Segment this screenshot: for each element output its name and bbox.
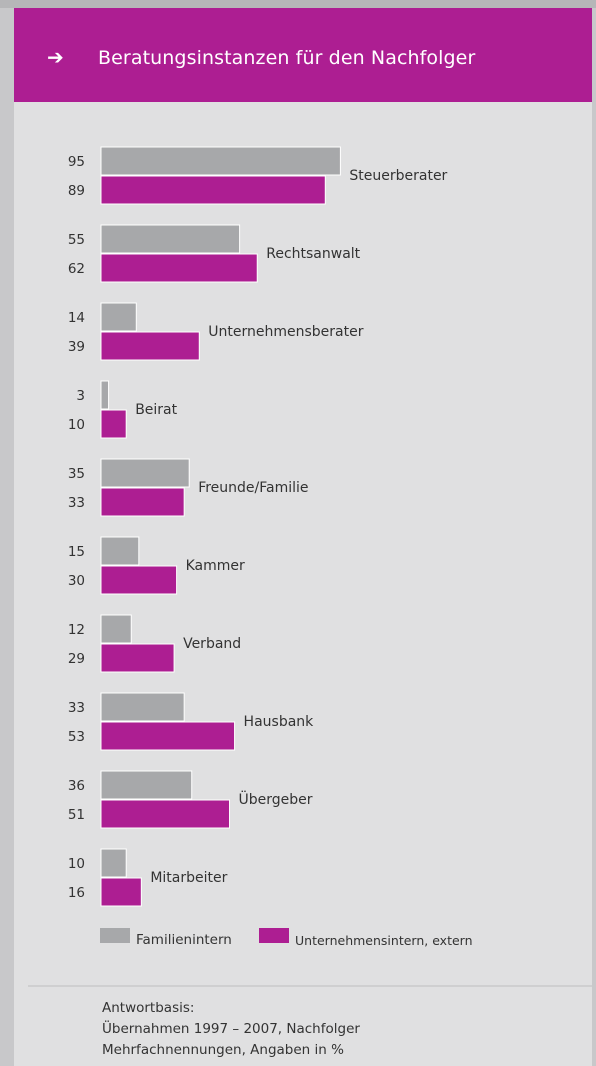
chart-header: ➔ Beratungsinstanzen für den Nachfolger [14, 8, 592, 102]
bar-group: 3 10 Beirat [68, 380, 178, 439]
bar-extern [100, 487, 185, 517]
bar-group: 12 29 Verband [68, 614, 241, 673]
bar-familienintern [100, 146, 341, 176]
bar-group: 15 30 Kammer [68, 536, 245, 595]
bar-extern [100, 721, 236, 751]
category-label: Kammer [186, 558, 245, 574]
value-label: 55 [68, 232, 85, 248]
chart-panel: ➔ Beratungsinstanzen für den Nachfolger … [14, 8, 592, 1066]
value-label: 35 [68, 466, 85, 482]
value-label: 16 [68, 885, 85, 901]
bar-group: 95 89 Steuerberater [68, 146, 448, 205]
bar-familienintern [100, 848, 127, 878]
value-label: 10 [68, 417, 85, 433]
bar-extern [100, 175, 326, 205]
bar-chart: 95 89 Steuerberater 55 62 Rechtsanwalt 14 39 Unt… [68, 146, 448, 907]
divider [28, 985, 592, 987]
value-label: 62 [68, 261, 85, 277]
value-label: 14 [68, 310, 85, 326]
bar-familienintern [100, 614, 132, 644]
value-label: 3 [76, 388, 85, 404]
value-label: 15 [68, 544, 85, 560]
bar-extern [100, 253, 258, 283]
value-label: 30 [68, 573, 85, 589]
bar-group: 35 33 Freunde/Familie [68, 458, 309, 517]
value-label: 89 [68, 183, 85, 199]
bar-extern [100, 877, 142, 907]
footnote-line-1: Antwortbasis: [102, 1000, 195, 1016]
category-label: Beirat [135, 402, 177, 418]
category-label: Rechtsanwalt [266, 246, 360, 262]
category-label: Verband [183, 636, 241, 652]
category-label: Steuerberater [349, 168, 447, 184]
bar-group: 14 39 Unternehmensberater [68, 302, 364, 361]
value-label: 51 [68, 807, 85, 823]
bar-familienintern [100, 380, 110, 410]
value-label: 39 [68, 339, 85, 355]
value-label: 53 [68, 729, 85, 745]
category-label: Freunde/Familie [198, 480, 308, 496]
category-label: Übergeber [239, 790, 313, 808]
bar-extern [100, 799, 231, 829]
bar-extern [100, 643, 175, 673]
chart-title: Beratungsinstanzen für den Nachfolger [98, 47, 476, 69]
bar-familienintern [100, 458, 190, 488]
footnote: Antwortbasis: Übernahmen 1997 – 2007, Na… [102, 998, 572, 1061]
bar-familienintern [100, 770, 193, 800]
bar-familienintern [100, 692, 185, 722]
legend-label-familienintern: Familienintern [136, 932, 232, 948]
value-label: 29 [68, 651, 85, 667]
value-label: 33 [68, 700, 85, 716]
bar-extern [100, 565, 178, 595]
bar-extern [100, 409, 127, 439]
legend-label-extern: Unternehmensintern, extern [295, 933, 473, 948]
bar-group: 55 62 Rechtsanwalt [68, 224, 361, 283]
value-label: 33 [68, 495, 85, 511]
bar-familienintern [100, 224, 241, 254]
legend-swatch-extern [259, 928, 289, 943]
bar-familienintern [100, 302, 137, 332]
category-label: Unternehmensberater [208, 324, 363, 340]
footnote-line-2: Übernahmen 1997 – 2007, Nachfolger [102, 1021, 360, 1037]
value-label: 36 [68, 778, 85, 794]
value-label: 12 [68, 622, 85, 638]
bar-group: 33 53 Hausbank [68, 692, 315, 751]
bar-group: 10 16 Mitarbeiter [68, 848, 228, 907]
footnote-line-3: Mehrfachnennungen, Angaben in % [102, 1042, 344, 1058]
category-label: Hausbank [244, 714, 315, 730]
legend-swatch-familienintern [100, 928, 130, 943]
value-label: 95 [68, 154, 85, 170]
bar-group: 36 51 Übergeber [68, 770, 313, 829]
bar-familienintern [100, 536, 140, 566]
top-strip [0, 0, 596, 8]
arrow-right-icon: ➔ [47, 45, 64, 69]
value-label: 10 [68, 856, 85, 872]
bar-extern [100, 331, 200, 361]
category-label: Mitarbeiter [150, 870, 227, 886]
